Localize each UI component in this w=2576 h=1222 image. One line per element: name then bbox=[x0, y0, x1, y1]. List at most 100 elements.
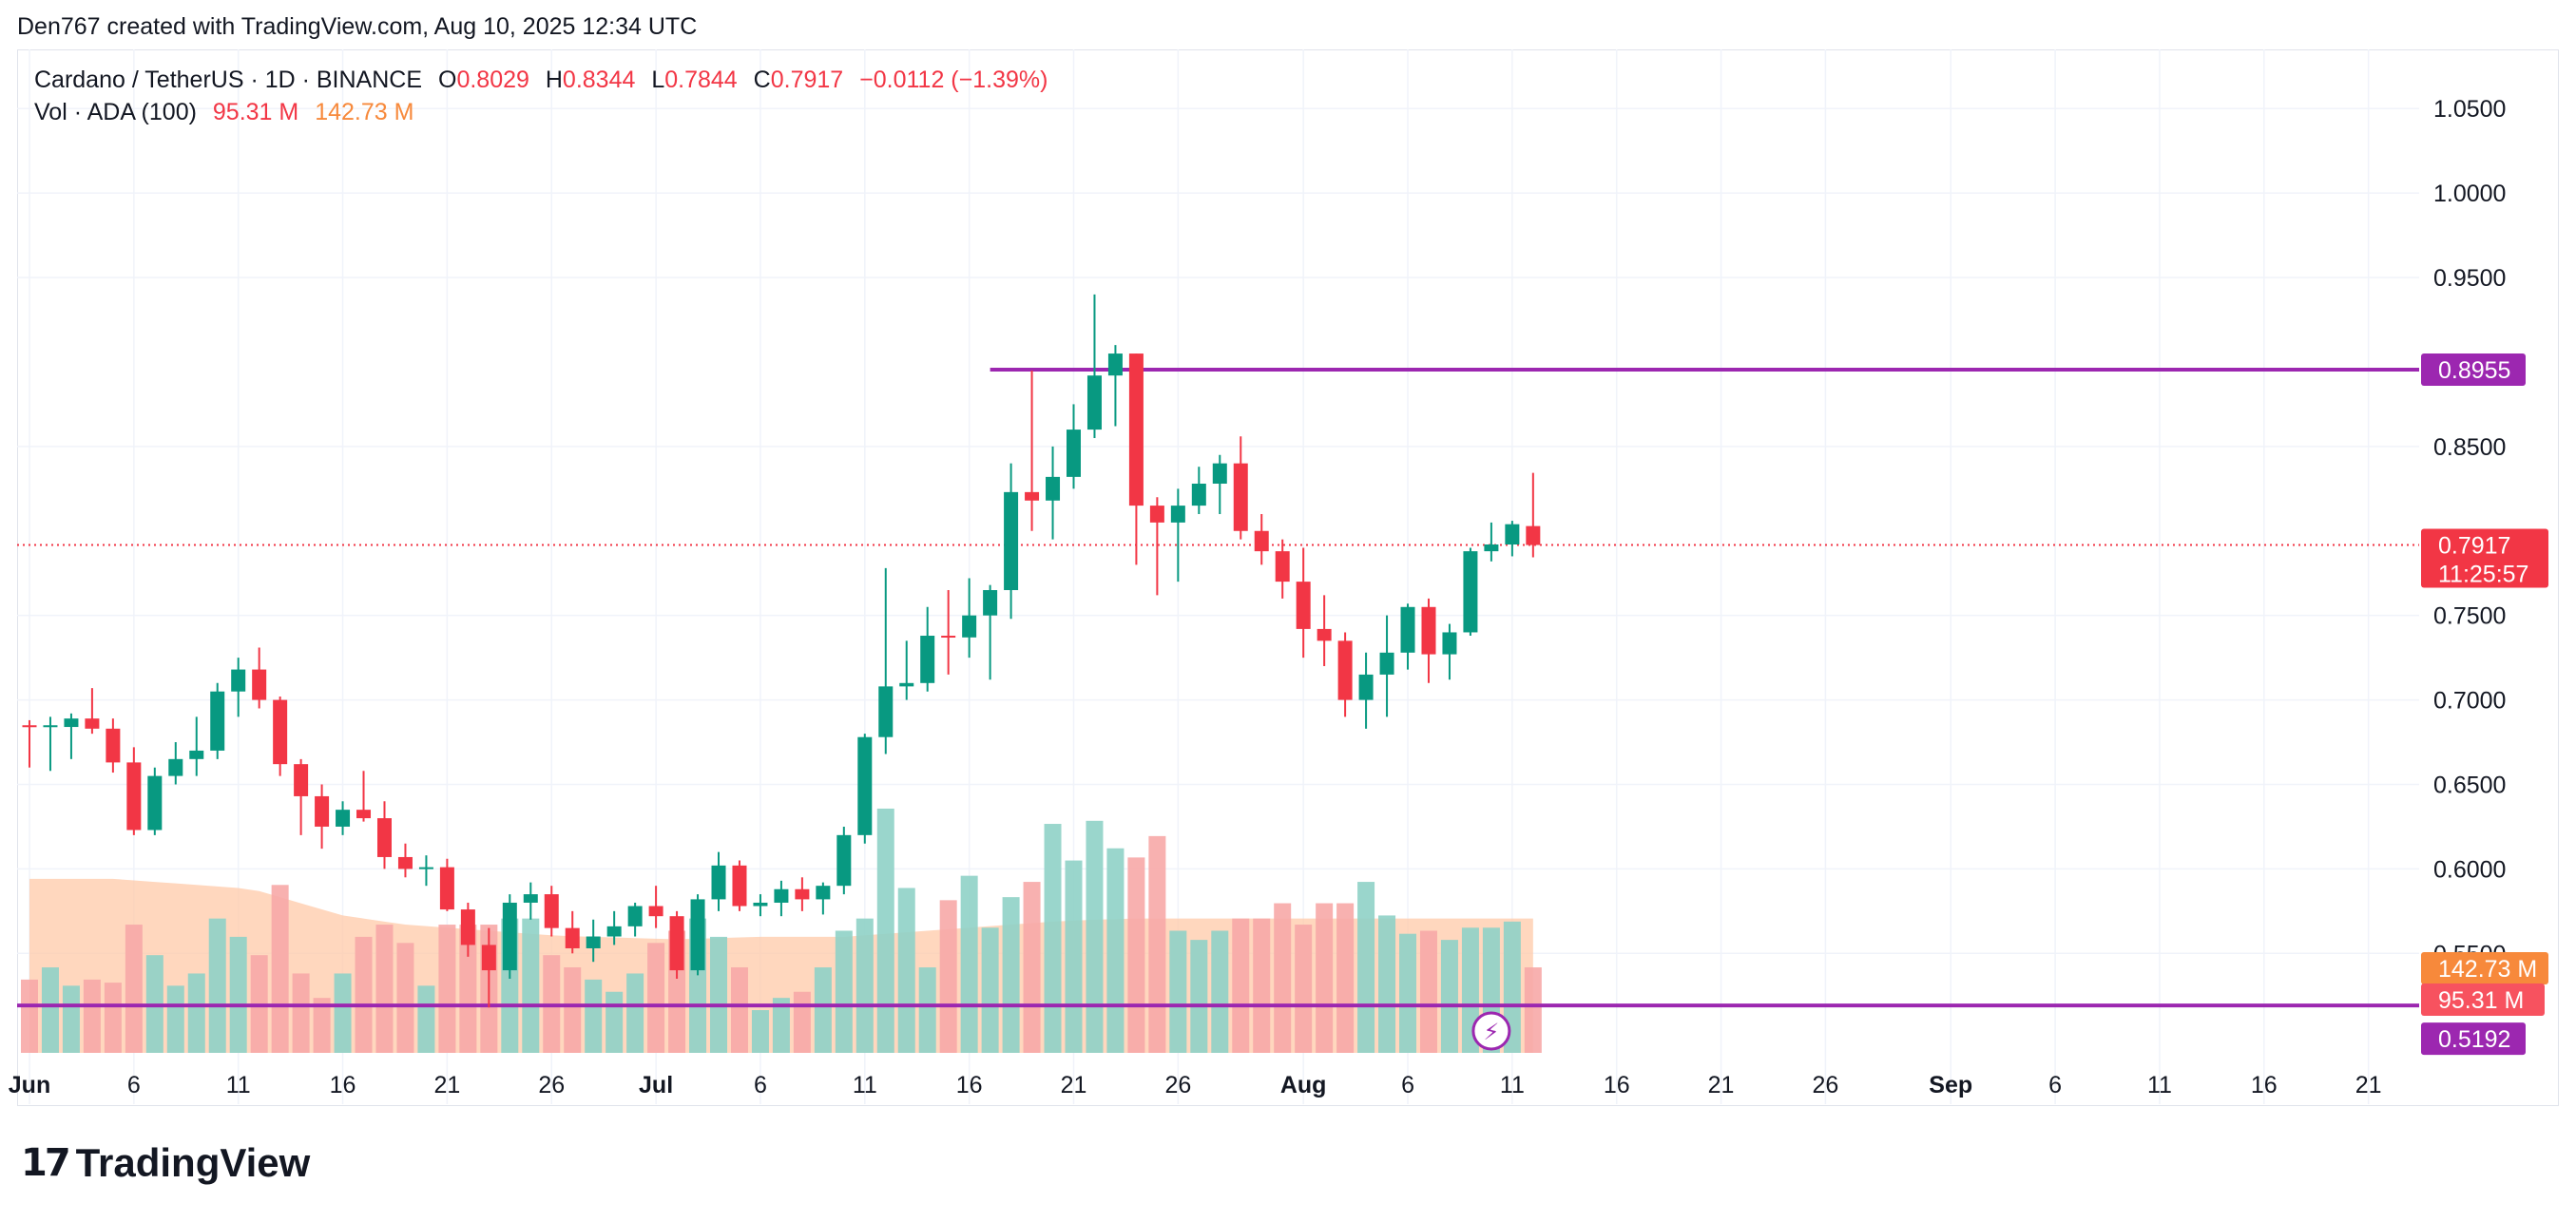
symbol-title[interactable]: Cardano / TetherUS · 1D · BINANCE bbox=[34, 67, 423, 93]
volume-bar bbox=[187, 973, 205, 1053]
candle-body bbox=[1004, 491, 1019, 591]
candle-body bbox=[1086, 375, 1102, 430]
volume-bar bbox=[751, 1010, 769, 1053]
time-axis-label: 26 bbox=[1813, 1072, 1839, 1098]
lightning-marker-icon bbox=[1471, 1011, 1511, 1051]
volume-bar bbox=[271, 885, 289, 1053]
candle-body bbox=[439, 867, 454, 910]
candle-body bbox=[669, 916, 684, 971]
candle-body bbox=[336, 810, 351, 827]
volume-bar bbox=[125, 925, 143, 1053]
price-axis-label: 0.7000 bbox=[2433, 688, 2506, 715]
candle-body bbox=[1046, 476, 1061, 501]
candle-body bbox=[147, 775, 163, 831]
candle-body bbox=[481, 945, 496, 971]
volume-bar bbox=[62, 985, 80, 1053]
candle-body bbox=[294, 764, 309, 796]
volume-bar bbox=[459, 925, 477, 1053]
candle-body bbox=[273, 699, 288, 765]
time-axis-label: 11 bbox=[226, 1072, 251, 1098]
candle-body bbox=[126, 762, 142, 831]
volume-bar bbox=[1086, 820, 1104, 1053]
candle-body bbox=[231, 669, 246, 692]
candle-body bbox=[1442, 632, 1457, 655]
candle-body bbox=[836, 834, 852, 887]
volume-indicator-title[interactable]: Vol · ADA (100) bbox=[34, 99, 197, 125]
candle-body bbox=[1526, 525, 1541, 545]
volume-bar bbox=[1148, 835, 1166, 1053]
volume-bar bbox=[647, 943, 665, 1053]
volume-bar bbox=[438, 925, 456, 1053]
volume-bar bbox=[104, 983, 122, 1053]
candle-body bbox=[1275, 551, 1290, 582]
candle-body bbox=[627, 906, 643, 926]
volume-bar bbox=[1503, 921, 1521, 1053]
candle-body bbox=[1421, 606, 1436, 655]
level-price-badge-text: 0.5192 bbox=[2438, 1026, 2510, 1053]
high-value: 0.8344 bbox=[562, 67, 636, 93]
volume-bar bbox=[960, 875, 978, 1053]
time-axis-label: Jul bbox=[639, 1072, 673, 1098]
candle-body bbox=[544, 894, 559, 928]
volume-bar bbox=[897, 888, 915, 1053]
candle-body bbox=[565, 927, 580, 948]
time-axis-label: 6 bbox=[2048, 1072, 2062, 1098]
volume-bar bbox=[1044, 824, 1062, 1053]
volume-bar bbox=[1065, 860, 1083, 1053]
volume-bar bbox=[918, 967, 936, 1053]
time-axis-label: 21 bbox=[1061, 1072, 1087, 1098]
time-axis-label: 16 bbox=[2251, 1072, 2278, 1098]
volume-bar bbox=[1440, 940, 1458, 1053]
candle-body bbox=[648, 906, 663, 917]
chart-attribution: Den767 created with TradingView.com, Aug… bbox=[17, 13, 698, 40]
volume-bar bbox=[1357, 882, 1375, 1053]
volume-bar bbox=[710, 936, 728, 1053]
level-price-badge-bg bbox=[2421, 353, 2526, 386]
candle-body bbox=[899, 682, 914, 687]
time-axis-label: Aug bbox=[1280, 1072, 1327, 1098]
volume-bar bbox=[229, 936, 247, 1053]
candle-body bbox=[22, 725, 37, 728]
candle-body bbox=[711, 865, 726, 900]
volume-bar bbox=[1378, 915, 1396, 1053]
time-axis-label: 6 bbox=[127, 1072, 141, 1098]
volume-bar bbox=[814, 967, 832, 1053]
tradingview-logo-icon: 17 bbox=[21, 1141, 71, 1185]
low-label: L bbox=[651, 67, 665, 93]
volume-bar bbox=[772, 998, 790, 1053]
time-axis-label: 6 bbox=[1401, 1072, 1414, 1098]
volume-bar bbox=[1127, 857, 1145, 1053]
candle-body bbox=[586, 936, 601, 948]
candle-body bbox=[1067, 430, 1081, 477]
volume-bar bbox=[1336, 903, 1355, 1053]
tradingview-logo[interactable]: 17 TradingView bbox=[21, 1140, 310, 1186]
candle-body bbox=[502, 902, 517, 971]
candle-body bbox=[795, 888, 810, 900]
candle-body bbox=[753, 902, 768, 907]
volume-bar bbox=[1253, 918, 1271, 1053]
volume-bar bbox=[1295, 925, 1313, 1053]
candle-body bbox=[690, 899, 705, 971]
time-axis-label: 26 bbox=[538, 1072, 565, 1098]
volume-bar bbox=[396, 943, 414, 1053]
candle-body bbox=[1233, 463, 1248, 531]
candle-body bbox=[857, 736, 873, 835]
close-value: 0.7917 bbox=[770, 67, 844, 93]
volume-bar bbox=[1399, 933, 1417, 1053]
time-axis-label: 11 bbox=[1500, 1072, 1525, 1098]
candle-body bbox=[106, 728, 121, 763]
level-price-badge-text: 0.8955 bbox=[2438, 357, 2510, 384]
volume-bar bbox=[41, 967, 59, 1053]
volume-bar bbox=[855, 918, 874, 1053]
candle-body bbox=[1484, 544, 1499, 552]
open-value: 0.8029 bbox=[456, 67, 529, 93]
low-value: 0.7844 bbox=[664, 67, 738, 93]
change-value: −0.0112 (−1.39%) bbox=[859, 67, 1048, 93]
candle-body bbox=[732, 865, 747, 907]
volume-ma-badge-text: 142.73 M bbox=[2438, 956, 2537, 983]
candle-body bbox=[920, 636, 935, 683]
candle-body bbox=[1212, 463, 1227, 484]
volume-bar bbox=[522, 918, 540, 1053]
volume-bar bbox=[793, 991, 811, 1053]
